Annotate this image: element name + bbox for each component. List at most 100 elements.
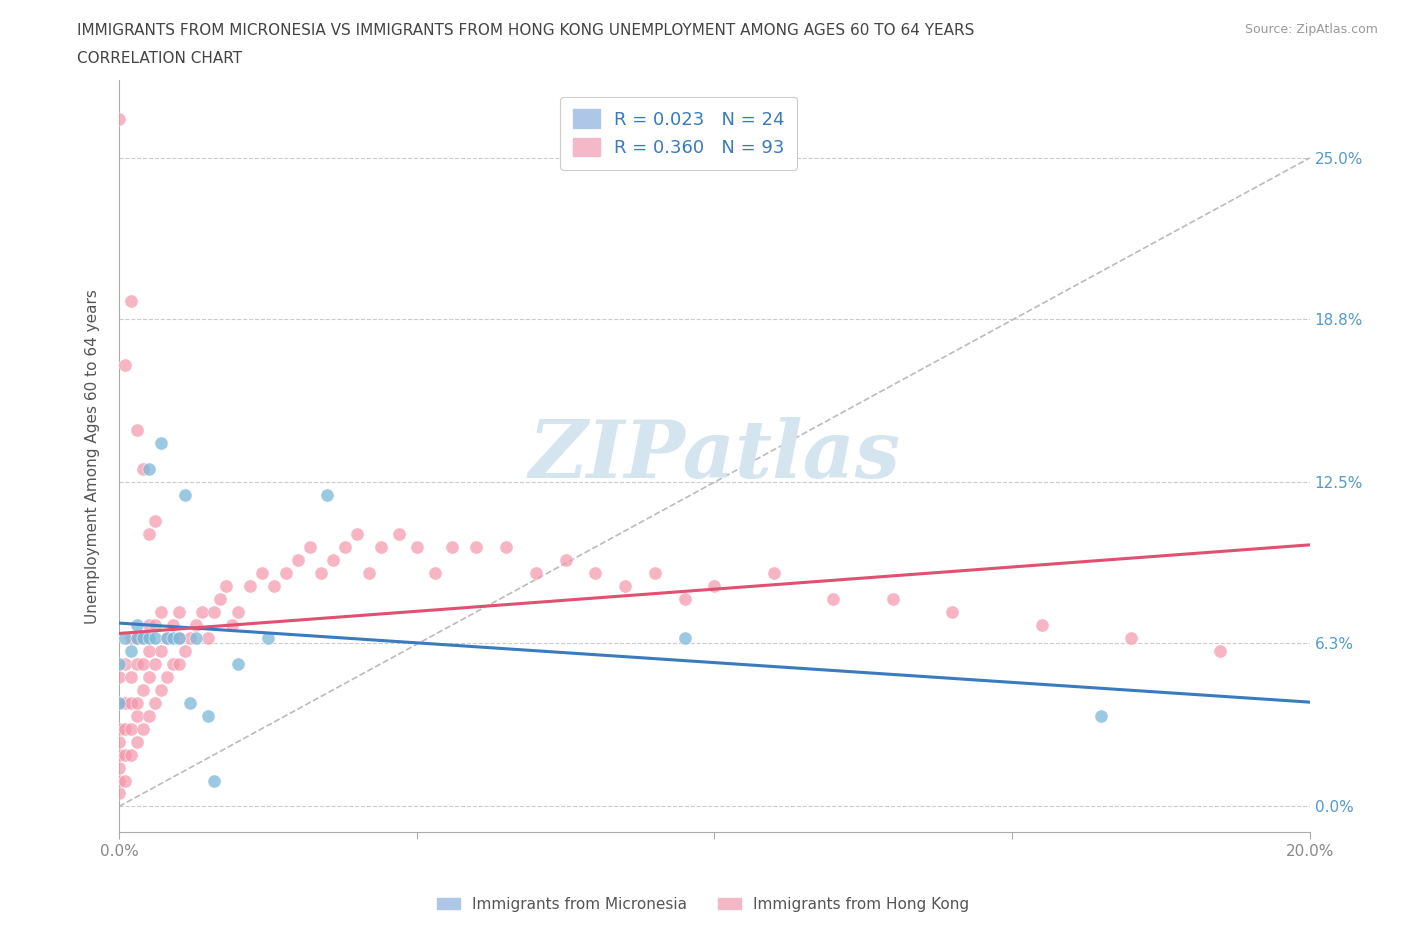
Point	[941, 604, 963, 619]
Point	[703, 578, 725, 593]
Point	[298, 539, 321, 554]
Point	[179, 631, 201, 645]
Point	[156, 670, 179, 684]
Point	[143, 696, 166, 711]
Point	[132, 721, 155, 736]
Point	[197, 631, 219, 645]
Point	[388, 526, 411, 541]
Point	[149, 683, 172, 698]
Point	[114, 631, 136, 645]
Point	[143, 657, 166, 671]
Point	[423, 565, 446, 580]
Point	[311, 565, 333, 580]
Text: IMMIGRANTS FROM MICRONESIA VS IMMIGRANTS FROM HONG KONG UNEMPLOYMENT AMONG AGES : IMMIGRANTS FROM MICRONESIA VS IMMIGRANTS…	[77, 23, 974, 38]
Point	[823, 591, 845, 606]
Point	[226, 604, 249, 619]
Point	[250, 565, 273, 580]
Point	[257, 631, 280, 645]
Text: Source: ZipAtlas.com: Source: ZipAtlas.com	[1244, 23, 1378, 36]
Text: ZIPatlas: ZIPatlas	[529, 418, 900, 495]
Point	[138, 631, 160, 645]
Point	[287, 552, 309, 567]
Point	[215, 578, 238, 593]
Point	[114, 358, 136, 373]
Point	[524, 565, 547, 580]
Point	[1090, 709, 1112, 724]
Point	[132, 683, 155, 698]
Point	[673, 631, 696, 645]
Point	[149, 604, 172, 619]
Point	[191, 604, 214, 619]
Point	[162, 618, 184, 632]
Point	[108, 112, 131, 126]
Point	[644, 565, 666, 580]
Point	[120, 670, 142, 684]
Point	[370, 539, 392, 554]
Point	[322, 552, 344, 567]
Point	[138, 526, 160, 541]
Point	[209, 591, 232, 606]
Point	[132, 631, 155, 645]
Point	[441, 539, 464, 554]
Point	[156, 631, 179, 645]
Point	[162, 631, 184, 645]
Point	[202, 773, 225, 788]
Point	[167, 631, 190, 645]
Point	[132, 631, 155, 645]
Point	[167, 604, 190, 619]
Point	[138, 618, 160, 632]
Point	[186, 618, 208, 632]
Point	[202, 604, 225, 619]
Point	[1031, 618, 1053, 632]
Point	[125, 423, 148, 438]
Point	[114, 773, 136, 788]
Point	[186, 631, 208, 645]
Point	[263, 578, 285, 593]
Point	[583, 565, 606, 580]
Point	[114, 696, 136, 711]
Point	[108, 786, 131, 801]
Point	[143, 513, 166, 528]
Point	[108, 734, 131, 749]
Point	[226, 657, 249, 671]
Point	[673, 591, 696, 606]
Point	[162, 657, 184, 671]
Point	[125, 618, 148, 632]
Point	[125, 709, 148, 724]
Point	[125, 631, 148, 645]
Point	[357, 565, 380, 580]
Point	[405, 539, 427, 554]
Point	[167, 631, 190, 645]
Point	[125, 657, 148, 671]
Point	[120, 721, 142, 736]
Point	[149, 436, 172, 451]
Point	[120, 644, 142, 658]
Point	[316, 487, 339, 502]
Point	[114, 721, 136, 736]
Y-axis label: Unemployment Among Ages 60 to 64 years: Unemployment Among Ages 60 to 64 years	[86, 289, 100, 624]
Point	[156, 631, 179, 645]
Point	[239, 578, 262, 593]
Point	[132, 657, 155, 671]
Point	[108, 696, 131, 711]
Point	[108, 657, 131, 671]
Point	[143, 631, 166, 645]
Point	[125, 734, 148, 749]
Point	[465, 539, 488, 554]
Point	[120, 696, 142, 711]
Point	[173, 487, 195, 502]
Point	[335, 539, 357, 554]
Point	[120, 747, 142, 762]
Point	[882, 591, 904, 606]
Text: CORRELATION CHART: CORRELATION CHART	[77, 51, 242, 66]
Point	[149, 644, 172, 658]
Point	[120, 293, 142, 308]
Point	[132, 462, 155, 477]
Point	[197, 709, 219, 724]
Point	[108, 670, 131, 684]
Point	[108, 747, 131, 762]
Point	[495, 539, 517, 554]
Point	[120, 631, 142, 645]
Point	[108, 721, 131, 736]
Point	[179, 696, 201, 711]
